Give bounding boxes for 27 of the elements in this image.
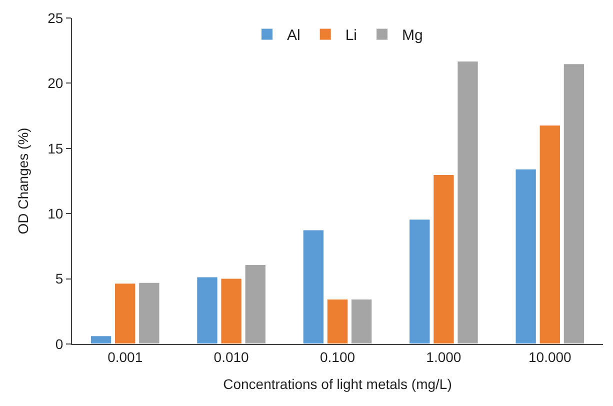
y-tick-label: 15: [48, 140, 64, 156]
bar: [514, 168, 537, 344]
bar: [90, 335, 112, 344]
y-tick-label: 0: [55, 336, 64, 352]
x-tick-label: 0.010: [214, 348, 250, 365]
bar: [114, 282, 136, 344]
bar: [244, 264, 266, 344]
x-tick-label: 0.100: [320, 348, 356, 365]
legend-label: Al: [287, 27, 300, 44]
y-tick-label: 25: [48, 10, 64, 26]
x-tick-label: 10.000: [528, 348, 572, 365]
y-tick-label: 10: [48, 206, 64, 222]
y-tick-label: 5: [55, 270, 64, 287]
bar: [538, 124, 561, 344]
legend-label: Li: [345, 27, 358, 44]
x-tick-label: 0.001: [108, 348, 143, 365]
bar: [302, 229, 325, 344]
bar: [562, 63, 586, 344]
bar: [326, 298, 349, 344]
y-tick-label: 20: [48, 75, 64, 92]
bar: [350, 298, 373, 344]
bar: [408, 218, 431, 344]
y-axis-title: OD Changes (%): [15, 128, 32, 234]
x-axis-title: Concentrations of light metals (mg/L): [223, 376, 452, 392]
legend-label: Mg: [402, 27, 423, 44]
bar: [138, 282, 160, 344]
x-tick-label: 1.000: [426, 348, 462, 365]
